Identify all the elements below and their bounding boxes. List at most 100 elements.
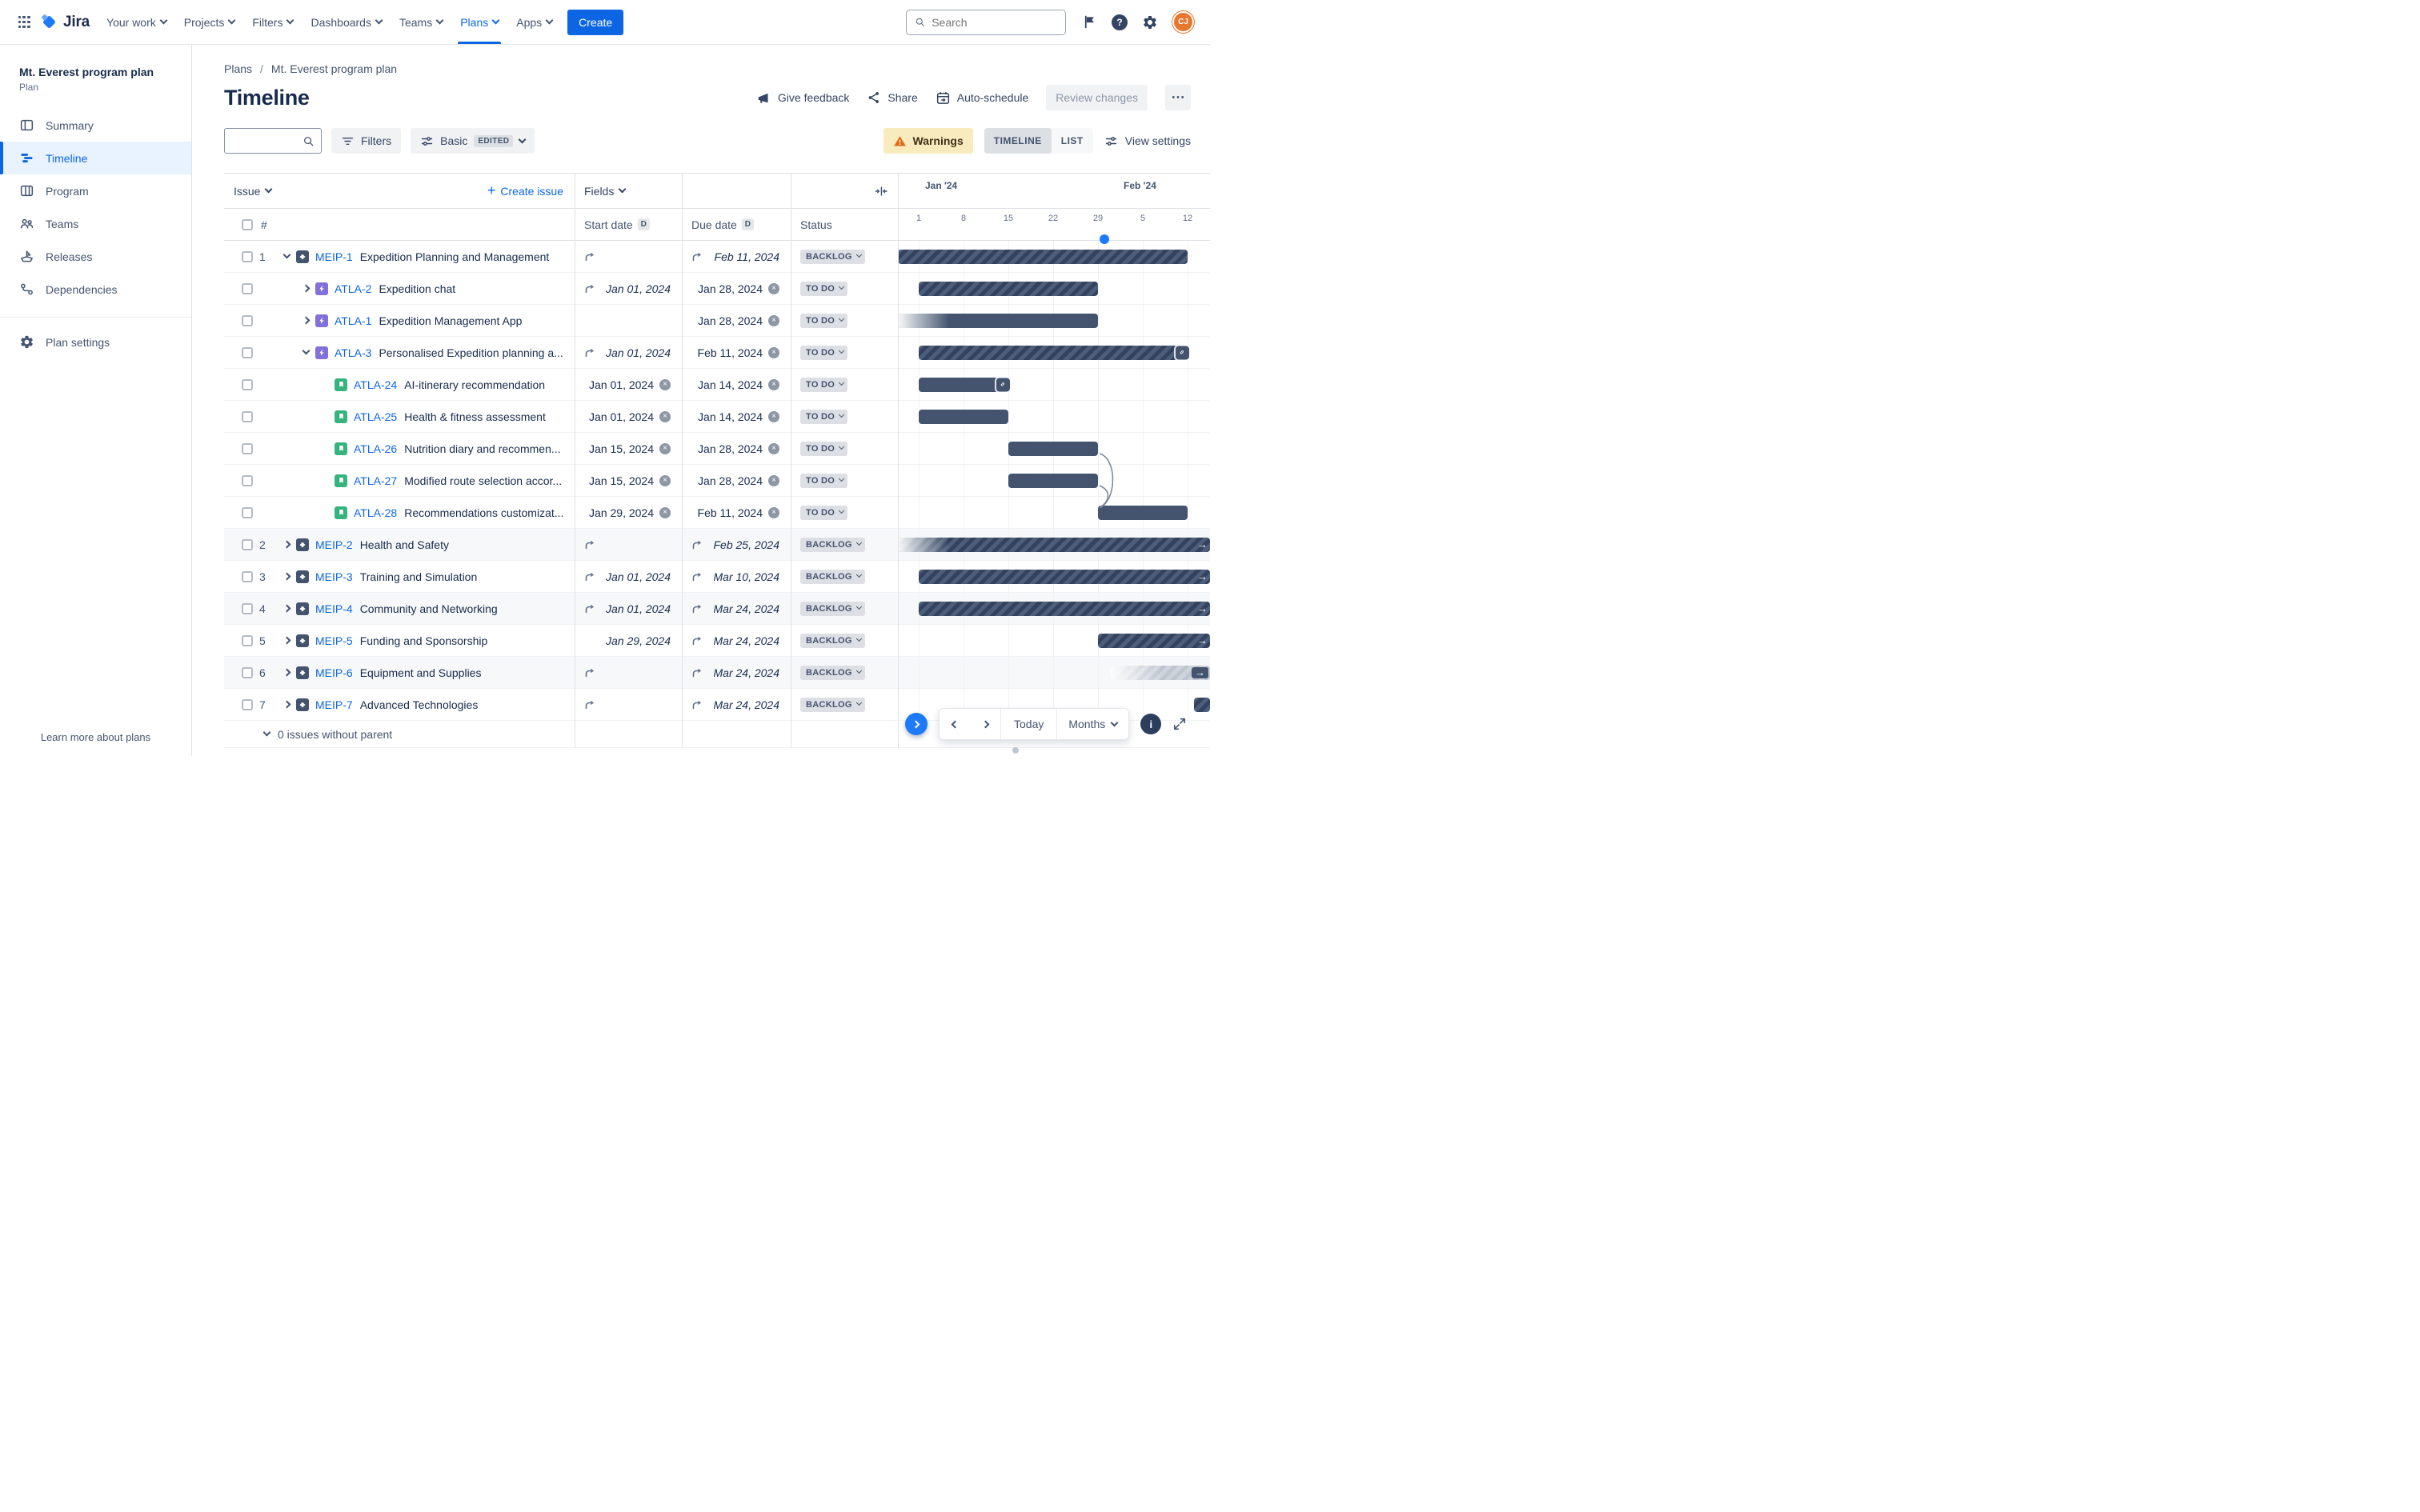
start-date-cell[interactable]: Jan 29, 2024 × [575,497,682,528]
row-checkbox[interactable] [242,282,253,294]
nav-item-projects[interactable]: Projects [175,0,244,44]
gantt-bar[interactable]: → [919,569,1210,584]
gantt-row[interactable] [898,497,1210,528]
sidebar-item-summary[interactable]: Summary [0,109,191,142]
gantt-row[interactable] [898,369,1210,400]
start-date-cell[interactable] [575,657,682,688]
row-checkbox[interactable] [242,602,253,614]
gantt-bar[interactable] [919,377,1010,392]
start-date-cell[interactable]: Jan 29, 2024 [575,625,682,656]
status-dropdown[interactable]: BACKLOG [800,537,865,552]
status-dropdown[interactable]: TO DO [800,281,848,296]
status-dropdown[interactable]: BACKLOG [800,633,865,648]
issue-key-link[interactable]: MEIP-7 [315,698,353,711]
issues-without-parent-row[interactable]: 0 issues without parent [224,721,1210,748]
gantt-row[interactable] [898,273,1210,304]
clear-date-button[interactable]: × [659,410,671,422]
status-column-header[interactable]: Status [800,218,832,231]
row-expander[interactable] [298,316,314,325]
due-date-cell[interactable]: Jan 28, 2024 × [682,465,791,496]
gantt-bar[interactable] [919,409,1008,424]
app-switcher-icon[interactable] [11,10,37,35]
gantt-bar[interactable] [1194,697,1210,712]
gantt-row[interactable] [898,401,1210,432]
table-row[interactable]: 4 MEIP-4 Community and Networking Jan 01, 2… [224,593,1210,625]
gantt-bar[interactable]: → [919,601,1210,616]
clear-date-button[interactable]: × [659,442,671,454]
nav-item-teams[interactable]: Teams [391,0,451,44]
start-date-cell[interactable]: Jan 01, 2024 × [575,369,682,400]
status-dropdown[interactable]: TO DO [800,345,848,360]
gantt-row[interactable]: → [898,657,1210,688]
start-date-cell[interactable]: Jan 01, 2024 [575,337,682,368]
table-row[interactable]: ATLA-24 AI-itinerary recommendation Jan 01… [224,369,1210,401]
table-row[interactable]: 1 MEIP-1 Expedition Planning and Managemen… [224,241,1210,273]
start-date-cell[interactable] [575,305,682,336]
gantt-row[interactable] [898,305,1210,336]
row-expander[interactable] [298,346,314,355]
zoom-level-dropdown[interactable]: Months [1057,709,1128,739]
status-dropdown[interactable]: TO DO [800,377,848,392]
clear-date-button[interactable]: × [659,506,671,518]
gantt-bar[interactable] [1008,441,1098,456]
gantt-row[interactable]: → [898,529,1210,560]
auto-schedule-button[interactable]: Auto-schedule [936,90,1028,106]
toggle-list[interactable]: LIST [1060,135,1084,146]
nav-item-plans[interactable]: Plans [451,0,507,44]
gantt-bar[interactable] [919,345,1189,360]
table-row[interactable]: ATLA-2 Expedition chat Jan 01, 2024 Jan 28,… [224,273,1210,305]
due-date-cell[interactable]: Feb 11, 2024 [682,241,791,272]
dependency-link-icon[interactable] [996,378,1010,391]
issue-key-link[interactable]: ATLA-25 [354,410,398,423]
clear-date-button[interactable]: × [768,442,779,454]
due-date-cell[interactable]: Jan 28, 2024 × [682,273,791,304]
issue-key-link[interactable]: MEIP-1 [315,250,353,263]
row-expander[interactable] [278,668,294,677]
nav-item-dashboards[interactable]: Dashboards [302,0,391,44]
info-button[interactable]: i [1140,714,1162,734]
clear-date-button[interactable]: × [659,474,671,486]
gantt-row[interactable]: → [898,561,1210,592]
gantt-bar[interactable] [898,249,1188,264]
sidebar-item-program[interactable]: Program [0,174,191,207]
sidebar-item-dependencies[interactable]: Dependencies [0,273,191,306]
fullscreen-icon[interactable] [1172,717,1187,731]
table-row[interactable]: ATLA-25 Health & fitness assessment Jan 01… [224,401,1210,433]
status-dropdown[interactable]: TO DO [800,505,848,520]
table-row[interactable]: 2 MEIP-2 Health and Safety Feb 25, 2024 BACK… [224,529,1210,561]
due-date-cell[interactable]: Mar 24, 2024 [682,689,791,720]
issue-key-link[interactable]: ATLA-2 [335,282,372,295]
issue-key-link[interactable]: MEIP-6 [315,666,353,679]
row-expander[interactable] [278,636,294,645]
gantt-bar[interactable] [1098,505,1188,520]
due-date-cell[interactable]: Jan 28, 2024 × [682,305,791,336]
clear-date-button[interactable]: × [768,378,779,390]
row-expander[interactable] [278,700,294,709]
gantt-row[interactable]: → [898,593,1210,624]
row-checkbox[interactable] [242,506,253,518]
start-date-column-header[interactable]: Start date D [575,218,682,231]
start-date-cell[interactable]: Jan 01, 2024 [575,273,682,304]
due-date-cell[interactable]: Feb 11, 2024 × [682,337,791,368]
row-expander[interactable] [278,572,294,581]
table-row[interactable]: 7 MEIP-7 Advanced Technologies Mar 24, 2024… [224,689,1210,721]
clear-date-button[interactable]: × [659,378,671,390]
create-issue-button[interactable]: + Create issue [487,182,563,198]
learn-more-link[interactable]: Learn more about plans [40,731,151,743]
view-settings-button[interactable]: View settings [1104,134,1191,148]
table-row[interactable]: ATLA-1 Expedition Management App Jan 28, 2… [224,305,1210,337]
gantt-row[interactable]: → [898,625,1210,656]
nav-item-apps[interactable]: Apps [507,0,561,44]
row-checkbox[interactable] [242,410,253,422]
table-row[interactable]: 3 MEIP-3 Training and Simulation Jan 01, 20… [224,561,1210,593]
issue-key-link[interactable]: MEIP-2 [315,538,353,551]
issue-key-link[interactable]: ATLA-27 [354,474,398,487]
issue-key-link[interactable]: ATLA-3 [335,346,372,359]
gantt-bar[interactable]: → [898,537,1210,552]
filters-button[interactable]: Filters [331,128,402,154]
clear-date-button[interactable]: × [768,410,779,422]
dependency-link-icon[interactable] [1176,346,1189,359]
sidebar-item-releases[interactable]: Releases [0,240,191,273]
due-date-column-header[interactable]: Due date D [682,218,791,231]
nav-item-filters[interactable]: Filters [243,0,302,44]
